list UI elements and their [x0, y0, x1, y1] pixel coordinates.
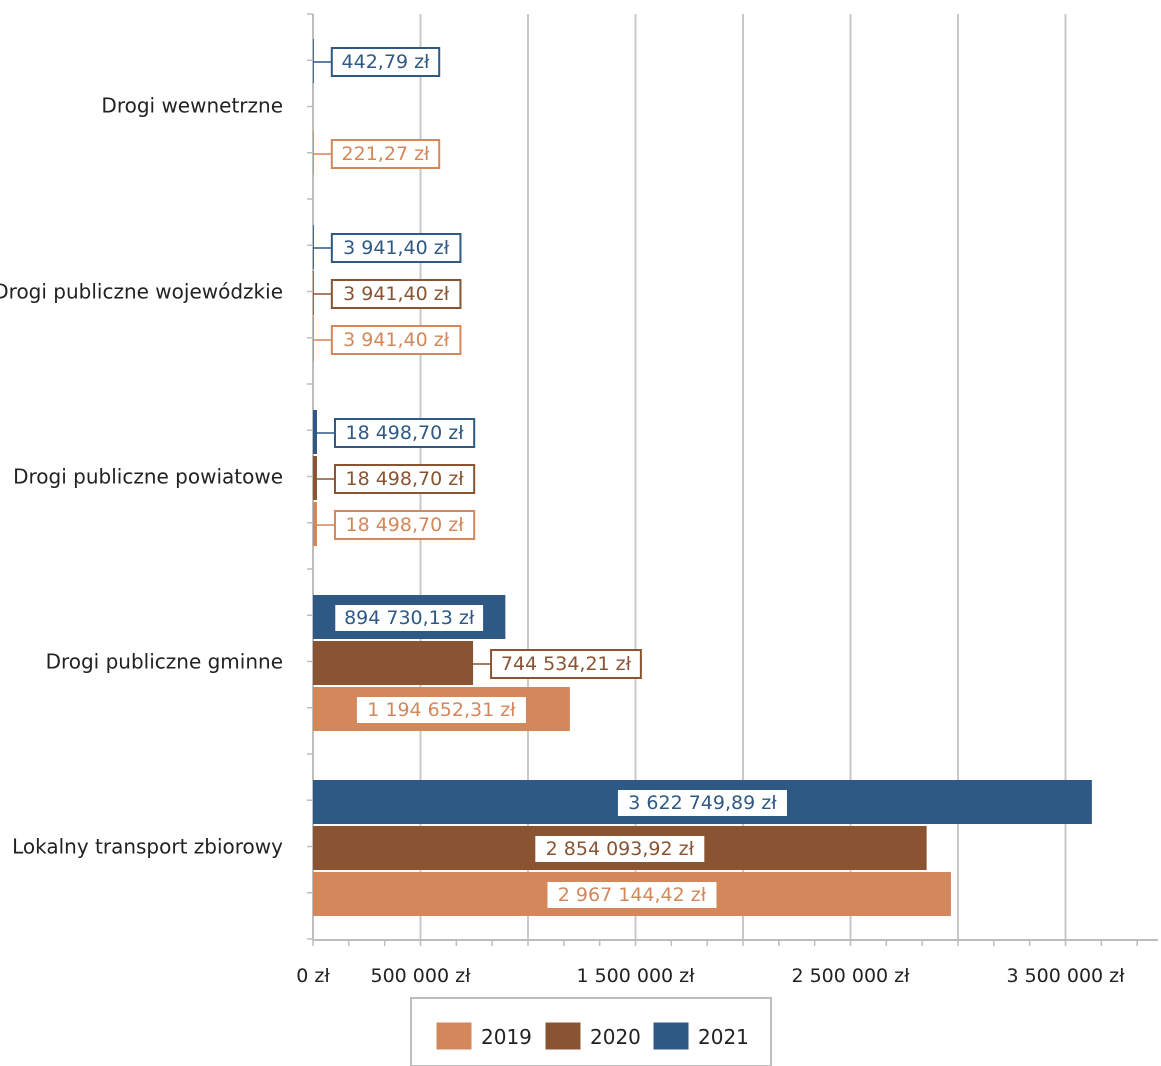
bar: [313, 131, 314, 175]
x-tick-label: 1 500 000 zł: [576, 965, 695, 987]
data-label-box: [333, 510, 476, 540]
data-label: 2 854 093,92 zł: [546, 838, 695, 860]
data-label-box: [333, 418, 476, 448]
bar: [313, 456, 317, 500]
x-tick-label: 3 500 000 zł: [1006, 965, 1125, 987]
bar: [313, 39, 314, 83]
legend-swatch: [544, 1021, 582, 1051]
legend-label: 2021: [698, 1025, 749, 1049]
data-label-box: [330, 279, 462, 309]
legend: 2019 2020 2021: [410, 997, 772, 1066]
category-label: Lokalny transport zbiorowy: [12, 835, 283, 859]
data-label-box: [490, 649, 642, 679]
data-label: 18 498,70 zł: [346, 422, 465, 444]
category-label: Drogi publiczne powiatowe: [13, 465, 283, 489]
x-tick-label: 2 500 000 zł: [791, 965, 910, 987]
data-label-box: [333, 464, 476, 494]
data-label: 3 941,40 zł: [343, 237, 450, 259]
data-label-box: [330, 139, 441, 169]
data-label: 2 967 144,42 zł: [558, 884, 707, 906]
data-label: 3 622 749,89 zł: [628, 792, 777, 814]
data-label: 3 941,40 zł: [343, 283, 450, 305]
bar: [313, 410, 317, 454]
data-label: 744 534,21 zł: [501, 653, 632, 675]
bar: [313, 225, 314, 269]
category-label: Drogi wewnetrzne: [101, 94, 283, 118]
data-label-box: [330, 47, 441, 77]
bar: [313, 271, 314, 315]
legend-label: 2019: [481, 1025, 532, 1049]
data-label-box: [330, 325, 462, 355]
bar: [313, 317, 314, 361]
x-tick-labels: 0 zł 500 000 zł 1 500 000 zł 2 500 000 zł 3 …: [296, 965, 1125, 987]
category-label: Drogi publiczne gminne: [46, 650, 283, 674]
data-label: 18 498,70 zł: [346, 514, 465, 536]
category-label: Drogi publiczne wojewódzkie: [0, 280, 283, 304]
data-label-box: [330, 233, 462, 263]
data-label-box: [615, 788, 789, 818]
bar: [313, 641, 474, 685]
legend-swatch: [435, 1021, 473, 1051]
data-label-box: [354, 695, 528, 725]
data-label-box: [545, 880, 719, 910]
bar: [313, 502, 317, 546]
gridlines: [419, 14, 1067, 940]
data-label: 3 941,40 zł: [343, 329, 450, 351]
x-tick-label: 500 000 zł: [371, 965, 472, 987]
category-labels: Drogi wewnetrzne Drogi publiczne wojewódz…: [0, 94, 283, 859]
data-label: 221,27 zł: [342, 143, 430, 165]
data-label: 894 730,13 zł: [344, 607, 475, 629]
legend-swatch: [652, 1021, 690, 1051]
data-label-box: [333, 603, 486, 633]
x-tick-label: 0 zł: [296, 965, 330, 987]
legend-label: 2020: [590, 1025, 641, 1049]
data-label: 442,79 zł: [342, 51, 430, 73]
data-labels: 442,79 zł 221,27 zł 3 941,40 zł 3 941,40 zł…: [313, 47, 789, 910]
data-label: 18 498,70 zł: [346, 468, 465, 490]
data-label: 1 194 652,31 zł: [367, 699, 516, 721]
data-label-box: [533, 834, 707, 864]
